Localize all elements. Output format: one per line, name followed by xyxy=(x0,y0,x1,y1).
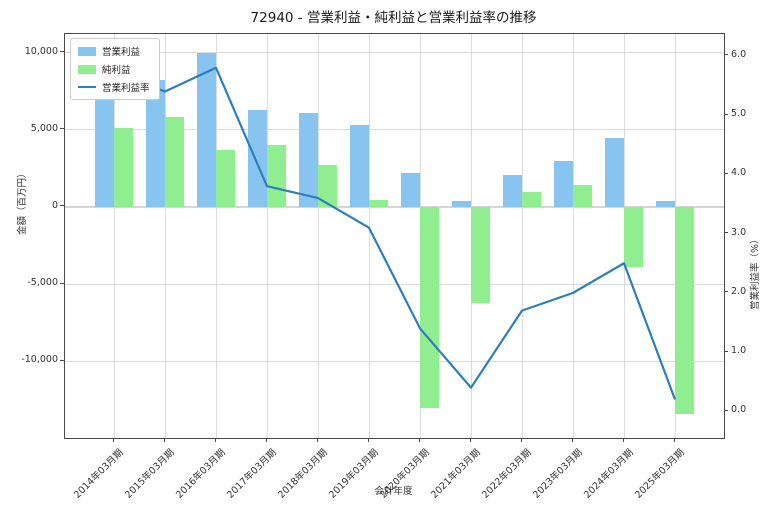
y-axis-tick-left xyxy=(60,282,64,284)
legend-item-operating-profit: 営業利益 xyxy=(78,44,150,58)
x-axis-tick xyxy=(367,438,369,442)
y-axis-tick-label-left: 5,000 xyxy=(30,122,58,134)
operating-profit-bar xyxy=(299,112,318,207)
y-axis-tick-right xyxy=(724,113,728,115)
gridline-vertical xyxy=(317,34,319,438)
operating-profit-bar xyxy=(95,84,114,207)
y-axis-tick-right xyxy=(724,172,728,174)
y-axis-tick-left xyxy=(60,51,64,53)
operating-profit-bar xyxy=(503,174,522,207)
operating-margin-line-swatch-icon xyxy=(78,85,96,89)
legend: 営業利益 純利益 営業利益率 xyxy=(70,38,160,100)
net-profit-bar xyxy=(114,128,133,207)
legend-label-operating-profit: 営業利益 xyxy=(102,47,141,58)
net-profit-bar xyxy=(420,206,439,408)
legend-item-operating-margin: 営業利益率 xyxy=(78,80,150,94)
chart-title: 72940 - 営業利益・純利益と営業利益率の推移 xyxy=(250,10,537,26)
y-axis-tick-right xyxy=(724,409,728,411)
y-axis-tick-right xyxy=(724,291,728,293)
net-profit-bar xyxy=(675,206,694,414)
net-profit-bar xyxy=(267,145,286,207)
y-axis-tick-label-right: 5.0 xyxy=(731,108,747,120)
operating-profit-bar xyxy=(554,160,573,207)
x-axis-tick xyxy=(571,438,573,442)
net-profit-swatch-icon xyxy=(78,64,96,74)
x-axis-label: 会計年度 xyxy=(374,486,413,497)
gridline-vertical xyxy=(572,34,574,438)
y-axis-tick-left xyxy=(60,128,64,130)
y-axis-tick-label-left: -10,000 xyxy=(21,354,58,366)
x-axis-tick xyxy=(316,438,318,442)
y-axis-tick-label-right: 1.0 xyxy=(731,345,747,357)
gridline-horizontal xyxy=(65,283,724,285)
y-axis-tick-label-right: 2.0 xyxy=(731,285,747,297)
net-profit-bar xyxy=(216,149,235,207)
y-axis-tick-label-right: 3.0 xyxy=(731,226,747,238)
y-axis-tick-right xyxy=(724,54,728,56)
gridline-vertical xyxy=(521,34,523,438)
gridline-horizontal xyxy=(65,360,724,362)
y-axis-tick-label-left: 10,000 xyxy=(24,45,58,57)
net-profit-bar xyxy=(522,192,541,207)
x-axis-tick xyxy=(469,438,471,442)
x-axis-tick xyxy=(265,438,267,442)
x-axis-tick xyxy=(214,438,216,442)
y-axis-tick-right xyxy=(724,350,728,352)
y-axis-tick-label-left: -5,000 xyxy=(27,277,58,289)
gridline-horizontal xyxy=(65,52,724,54)
gridline-vertical xyxy=(113,34,115,438)
y-axis-tick-label-right: 4.0 xyxy=(731,167,747,179)
y-axis-tick-right xyxy=(724,232,728,234)
operating-margin-line xyxy=(113,66,677,400)
x-axis-tick xyxy=(112,438,114,442)
operating-profit-bar xyxy=(146,80,165,207)
legend-label-operating-margin: 営業利益率 xyxy=(102,83,150,94)
net-profit-bar xyxy=(573,185,592,207)
legend-label-net-profit: 純利益 xyxy=(102,65,131,76)
gridline-vertical xyxy=(368,34,370,438)
y-axis-tick-label-left: 0 xyxy=(51,199,58,211)
operating-profit-bar xyxy=(605,137,624,207)
x-axis-tick xyxy=(418,438,420,442)
x-axis-tick xyxy=(673,438,675,442)
y-axis-tick-left xyxy=(60,205,64,207)
net-profit-bar xyxy=(624,206,643,268)
gridline-horizontal xyxy=(65,205,724,208)
legend-item-net-profit: 純利益 xyxy=(78,62,150,76)
gridline-vertical xyxy=(266,34,268,438)
operating-profit-bar xyxy=(401,173,420,207)
operating-profit-swatch-icon xyxy=(78,46,96,56)
x-axis-tick xyxy=(622,438,624,442)
gridline-horizontal xyxy=(65,129,724,131)
y-axis-tick-label-right: 0.0 xyxy=(731,404,747,416)
operating-profit-bar xyxy=(452,200,471,207)
operating-profit-bar xyxy=(656,200,675,207)
gridline-vertical xyxy=(215,34,217,438)
x-axis-tick xyxy=(163,438,165,442)
x-axis-tick xyxy=(520,438,522,442)
operating-profit-bar xyxy=(350,125,369,207)
y-axis-tick-label-right: 6.0 xyxy=(731,48,747,60)
net-profit-bar xyxy=(165,117,184,207)
net-profit-bar xyxy=(318,165,337,207)
plot-area: 営業利益 純利益 営業利益率 xyxy=(64,33,725,439)
net-profit-bar xyxy=(369,200,388,207)
y-axis-label-right: 営業利益率（%） xyxy=(750,234,761,310)
net-profit-bar xyxy=(471,206,490,303)
operating-profit-bar xyxy=(197,52,216,207)
y-axis-tick-left xyxy=(60,359,64,361)
gridline-vertical xyxy=(164,34,166,438)
operating-profit-bar xyxy=(248,109,267,207)
